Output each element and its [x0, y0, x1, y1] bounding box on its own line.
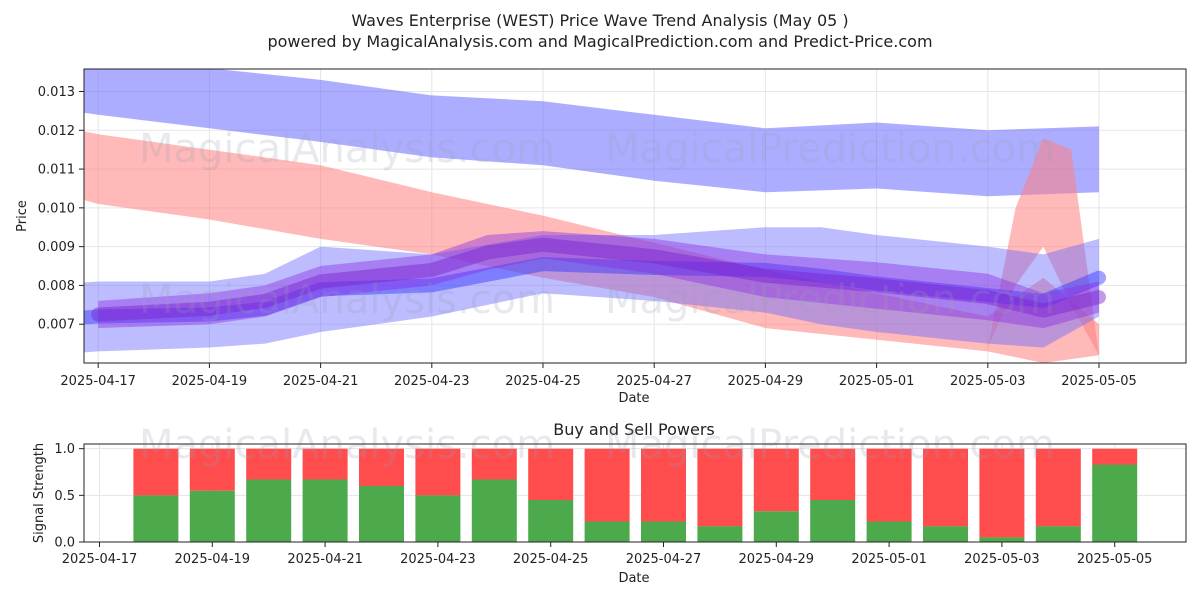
- watermark-top-3: MagicalAnalysis.com: [139, 277, 555, 323]
- buy-bar: [302, 479, 348, 542]
- power-x-label: Date: [618, 571, 649, 586]
- price-x-tick-label: 2025-04-25: [505, 374, 581, 389]
- buy-bar: [697, 526, 743, 542]
- power-x-tick-label: 2025-04-23: [400, 552, 476, 567]
- sell-bar: [415, 448, 461, 496]
- buy-bar: [866, 521, 912, 542]
- buy-bar: [641, 521, 686, 542]
- sell-bar: [359, 448, 404, 486]
- sell-bar: [866, 448, 912, 522]
- band-core-lower-blue-band: [84, 257, 1106, 325]
- sell-bar: [471, 448, 517, 480]
- sell-bar: [246, 448, 292, 480]
- power-x-tick-label: 2025-04-21: [287, 552, 363, 567]
- power-y-tick-label: 0.0: [54, 536, 75, 551]
- price-y-tick-label: 0.012: [38, 124, 75, 139]
- price-x-label: Date: [618, 391, 649, 406]
- price-x-axis: 2025-04-17 2025-04-19 2025-04-21 2025-04-23…: [60, 363, 1137, 389]
- price-chart: MagicalAnalysis.com MagicalPrediction.co…: [15, 68, 1187, 406]
- price-x-tick-label: 2025-04-27: [616, 374, 692, 389]
- price-y-tick-label: 0.010: [38, 201, 75, 216]
- buy-bar: [753, 511, 799, 542]
- sell-bar: [641, 448, 686, 522]
- price-y-tick-label: 0.011: [38, 163, 75, 178]
- band-upper-bearish-band: [84, 69, 1099, 197]
- sell-bar: [189, 448, 235, 491]
- chart-title: Waves Enterprise (WEST) Price Wave Trend…: [351, 11, 848, 30]
- buy-bar: [528, 500, 574, 542]
- power-x-axis: 2025-04-17 2025-04-19 2025-04-21 2025-04-23…: [62, 542, 1153, 567]
- buy-bar: [584, 521, 630, 542]
- power-x-tick-label: 2025-04-19: [175, 552, 251, 567]
- price-x-tick-label: 2025-05-01: [839, 374, 915, 389]
- watermark-bottom-2: MagicalPrediction.com: [605, 422, 1055, 468]
- power-y-axis: 0.0 0.5 1.0: [54, 442, 84, 551]
- buy-bar: [246, 479, 292, 542]
- sell-bar: [979, 448, 1025, 538]
- buy-bar: [471, 479, 517, 542]
- sell-bar: [810, 448, 856, 500]
- price-y-tick-label: 0.013: [38, 85, 75, 100]
- watermark-top-1: MagicalAnalysis.com: [139, 126, 555, 172]
- price-x-tick-label: 2025-04-29: [728, 374, 804, 389]
- buy-bar: [810, 500, 856, 542]
- sell-bar: [133, 448, 179, 496]
- buy-bar: [1035, 526, 1081, 542]
- band-purple-wave: [98, 231, 1099, 329]
- buy-bar: [189, 490, 235, 542]
- buy-bar: [923, 526, 968, 542]
- chart-subtitle: powered by MagicalAnalysis.com and Magic…: [267, 32, 932, 51]
- power-x-tick-label: 2025-04-25: [513, 552, 589, 567]
- buy-bar: [415, 495, 461, 542]
- watermark-bottom-1: MagicalAnalysis.com: [139, 422, 555, 468]
- price-bands: [84, 69, 1106, 363]
- price-x-tick-label: 2025-04-19: [172, 374, 248, 389]
- power-x-tick-label: 2025-04-27: [626, 552, 702, 567]
- sell-bar: [302, 448, 348, 480]
- sell-bar: [753, 448, 799, 512]
- sell-bar: [1092, 448, 1138, 465]
- buy-bar: [979, 537, 1025, 542]
- band-red-bullish-band: [84, 131, 1099, 363]
- price-y-axis: 0.007 0.008 0.009 0.010 0.011 0.012 0.013: [38, 85, 84, 333]
- power-x-tick-label: 2025-05-05: [1077, 552, 1153, 567]
- sell-bar: [697, 448, 743, 527]
- watermark-top-4: MagicalPrediction.com: [605, 277, 1055, 323]
- price-y-tick-label: 0.009: [38, 240, 75, 255]
- price-y-label: Price: [15, 200, 30, 232]
- price-x-tick-label: 2025-04-17: [60, 374, 136, 389]
- power-chart: Buy and Sell Powers MagicalAnalysis.com …: [32, 420, 1187, 586]
- power-bars: [133, 448, 1138, 542]
- price-x-tick-label: 2025-05-05: [1061, 374, 1137, 389]
- power-x-tick-label: 2025-04-29: [739, 552, 815, 567]
- sell-bar: [584, 448, 630, 522]
- sell-bar: [528, 448, 574, 500]
- buy-bar: [1092, 464, 1138, 542]
- price-x-tick-label: 2025-04-21: [283, 374, 359, 389]
- price-y-tick-label: 0.007: [38, 318, 75, 333]
- buy-bar: [359, 486, 404, 542]
- power-plot-frame: [83, 443, 1187, 543]
- power-x-tick-label: 2025-05-03: [964, 552, 1040, 567]
- price-x-tick-label: 2025-04-23: [394, 374, 470, 389]
- power-y-tick-label: 0.5: [54, 489, 75, 504]
- price-y-tick-label: 0.008: [38, 279, 75, 294]
- price-plot-frame: [83, 68, 1187, 364]
- power-x-tick-label: 2025-05-01: [851, 552, 927, 567]
- watermark-top-2: MagicalPrediction.com: [605, 126, 1055, 172]
- power-y-label: Signal Strength: [32, 443, 47, 543]
- power-y-tick-label: 1.0: [54, 442, 75, 457]
- band-red-spike-band: [987, 138, 1099, 356]
- band-lower-blue-band: [84, 227, 1099, 353]
- power-x-tick-label: 2025-04-17: [62, 552, 138, 567]
- price-x-tick-label: 2025-05-03: [950, 374, 1026, 389]
- sell-bar: [923, 448, 968, 527]
- buy-bar: [133, 495, 179, 542]
- sell-bar: [1035, 448, 1081, 527]
- band-core-purple-wave: [91, 237, 1106, 322]
- power-title: Buy and Sell Powers: [553, 420, 715, 439]
